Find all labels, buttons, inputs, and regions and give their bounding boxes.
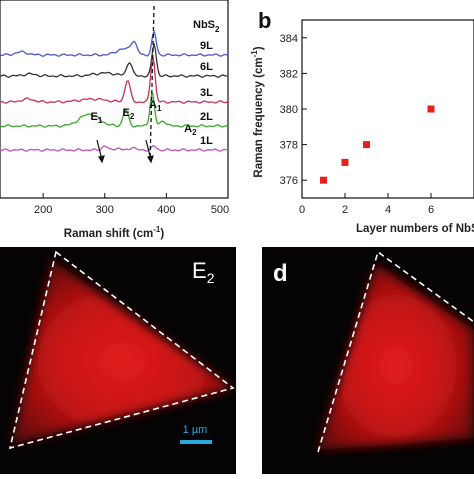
panel-a-spectra: 200 300 400 500 9L 6L 3L 2L 1L NbS2 E1 E2 A1 A2 Ram…	[0, 0, 229, 240]
data-point	[320, 176, 327, 184]
panel-b-y-axis-title: Raman frequency (cm-1)	[250, 46, 265, 177]
x-tick-label: 4	[385, 204, 391, 216]
panel-b-frame	[301, 19, 474, 199]
panel-c-mode-label: E2	[192, 258, 215, 286]
panel-c-raman-map: E2 1 µm	[0, 247, 236, 474]
panel-b-scatter: b 376 378 380 382 384 0 2 4 6 Raman frequency (…	[250, 8, 474, 235]
scale-bar	[180, 440, 212, 444]
e1-arrow	[96, 139, 102, 157]
x-tick-label: 500	[211, 204, 229, 216]
peak-labels: E1 E2 A1 A2	[91, 99, 198, 137]
layer-label-6L: 6L	[200, 61, 213, 73]
data-point	[363, 141, 370, 149]
spectra-series-group	[0, 29, 229, 152]
y-tick-label: 382	[280, 68, 298, 80]
x-tick-label: 400	[157, 204, 175, 216]
peak-label-A1: A1	[149, 99, 162, 113]
panel-d-triangle-flake	[318, 264, 474, 450]
spectrum-9L	[0, 29, 229, 57]
spectrum-1L	[0, 145, 229, 152]
layer-labels: 9L 6L 3L 2L 1L NbS2	[193, 19, 220, 147]
panel-c-triangle-flake	[12, 260, 233, 444]
y-tick-label: 380	[280, 104, 298, 116]
x-tick-label: 300	[96, 204, 114, 216]
y-tick-label: 378	[280, 140, 298, 152]
a1-peak-dashed-line	[149, 5, 155, 161]
data-points	[320, 105, 435, 184]
x-axis-ticks: 200 300 400 500	[34, 193, 229, 216]
spectrum-6L	[0, 42, 229, 78]
peak-label-E2: E2	[123, 107, 135, 121]
scale-bar-label: 1 µm	[183, 424, 208, 436]
panel-b-x-axis-title: Layer numbers of NbS	[356, 223, 474, 235]
a1-arrow	[145, 139, 151, 157]
data-point	[427, 105, 435, 113]
panel-d-raman-map: d	[262, 247, 474, 474]
y-axis-ticks: 376 378 380 382 384	[280, 33, 307, 187]
panel-b-letter: b	[258, 8, 271, 33]
x-tick-label: 6	[428, 204, 434, 216]
peak-label-E1: E1	[91, 111, 103, 125]
layer-label-1L: 1L	[200, 135, 213, 147]
spectrum-3L	[0, 56, 229, 104]
layer-label-9L: 9L	[200, 40, 213, 52]
a1-arrowhead	[147, 155, 154, 164]
panel-a-frame	[0, 0, 229, 199]
peak-arrows	[96, 139, 154, 164]
y-tick-label: 376	[280, 175, 298, 187]
panel-a-x-axis-title: Raman shift (cm-1)	[64, 225, 165, 240]
x-tick-label: 2	[342, 204, 348, 216]
spectrum-2L	[0, 92, 229, 128]
panel-c-dashed-outline	[8, 250, 235, 450]
layer-label-2L: 2L	[200, 111, 213, 123]
y-tick-label: 384	[280, 33, 298, 45]
panel-d-letter: d	[273, 260, 288, 287]
x-axis-ticks: 0 2 4 6	[299, 193, 434, 216]
data-point	[341, 158, 349, 166]
e1-arrowhead	[98, 155, 105, 164]
x-tick-label: 0	[299, 204, 305, 216]
layer-label-3L: 3L	[200, 87, 213, 99]
x-tick-label: 200	[34, 204, 52, 216]
material-label: NbS2	[193, 19, 220, 34]
peak-label-A2: A2	[184, 123, 197, 137]
